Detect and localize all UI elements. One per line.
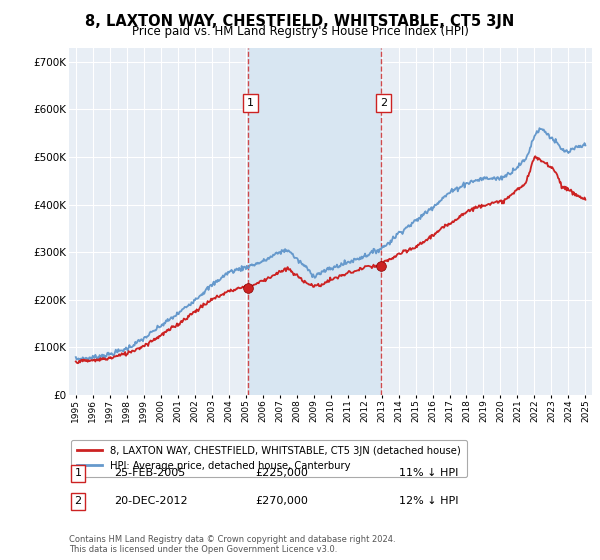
Text: 25-FEB-2005: 25-FEB-2005	[114, 468, 185, 478]
Text: 1: 1	[247, 98, 254, 108]
Text: 2: 2	[380, 98, 387, 108]
Text: Contains HM Land Registry data © Crown copyright and database right 2024.
This d: Contains HM Land Registry data © Crown c…	[69, 535, 395, 554]
Text: £225,000: £225,000	[255, 468, 308, 478]
Text: £270,000: £270,000	[255, 496, 308, 506]
Text: Price paid vs. HM Land Registry's House Price Index (HPI): Price paid vs. HM Land Registry's House …	[131, 25, 469, 38]
Legend: 8, LAXTON WAY, CHESTFIELD, WHITSTABLE, CT5 3JN (detached house), HPI: Average pr: 8, LAXTON WAY, CHESTFIELD, WHITSTABLE, C…	[71, 440, 467, 477]
Bar	[248, 48, 381, 395]
Text: 12% ↓ HPI: 12% ↓ HPI	[399, 496, 458, 506]
Text: 8, LAXTON WAY, CHESTFIELD, WHITSTABLE, CT5 3JN: 8, LAXTON WAY, CHESTFIELD, WHITSTABLE, C…	[85, 14, 515, 29]
Text: 20-DEC-2012: 20-DEC-2012	[114, 496, 188, 506]
Text: 2: 2	[74, 496, 82, 506]
Text: 11% ↓ HPI: 11% ↓ HPI	[399, 468, 458, 478]
Text: 1: 1	[74, 468, 82, 478]
